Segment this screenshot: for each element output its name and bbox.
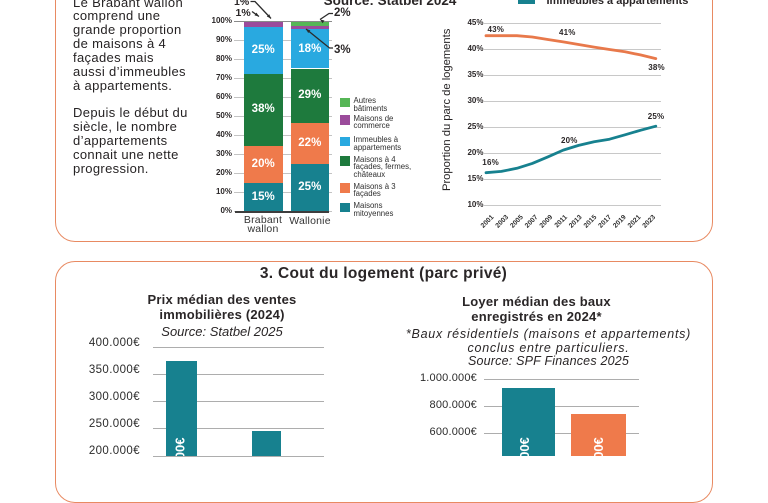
svg-text:2003: 2003 (494, 214, 510, 230)
svg-text:745.000€: 745.000€ (591, 437, 606, 456)
svg-text:2019: 2019 (612, 214, 628, 230)
svg-text:2005: 2005 (509, 214, 525, 230)
svg-text:2013: 2013 (568, 214, 584, 230)
svg-text:2021: 2021 (627, 214, 643, 230)
svg-text:2009: 2009 (539, 214, 555, 230)
svg-text:2015: 2015 (583, 214, 599, 230)
svg-text:2023: 2023 (641, 214, 657, 230)
svg-text:2001: 2001 (480, 214, 496, 230)
svg-text:2007: 2007 (524, 214, 540, 230)
svg-text:375.000€: 375.000€ (173, 438, 188, 457)
svg-text:2011: 2011 (554, 214, 570, 230)
svg-text:930.000€: 930.000€ (517, 437, 532, 456)
svg-text:2017: 2017 (597, 214, 613, 230)
